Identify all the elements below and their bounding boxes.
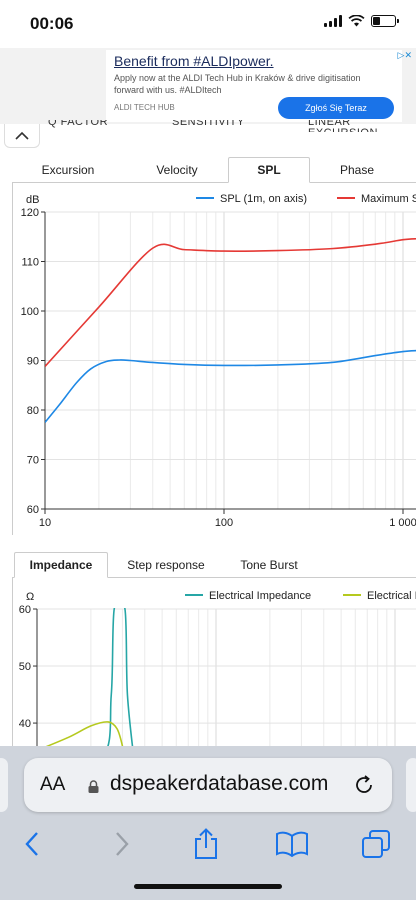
tab-spl[interactable]: SPL	[228, 157, 310, 183]
chevron-right-icon	[116, 832, 129, 856]
share-icon	[195, 828, 217, 859]
y-axis-label: Ω	[26, 591, 34, 603]
battery-icon	[371, 15, 399, 27]
y-tick-label: 110	[21, 257, 39, 269]
spec-header-linear-excursion: LINEAR EXCURSION	[308, 120, 377, 132]
series-line-electrical-inductance	[37, 721, 126, 764]
tab-excursion[interactable]: Excursion	[41, 163, 95, 177]
y-tick-label: 60	[27, 504, 39, 516]
bookmarks-button[interactable]	[272, 824, 312, 864]
series-line-spl-1m-on-axis	[45, 349, 416, 423]
ad-headline[interactable]: Benefit from #ALDIpower.	[114, 53, 274, 69]
lock-icon	[88, 780, 99, 793]
tab-impedance[interactable]: Impedance	[14, 552, 108, 578]
y-tick-label: 40	[19, 718, 31, 730]
book-icon	[276, 831, 308, 857]
chart-tabs: Excursion Velocity SPL Phase	[12, 157, 416, 183]
tab-velocity[interactable]: Velocity	[156, 163, 198, 177]
previous-tab-edge[interactable]	[0, 758, 8, 812]
share-button[interactable]	[186, 824, 226, 864]
ad-content[interactable]: Benefit from #ALDIpower. Apply now at th…	[106, 50, 402, 122]
spec-header-row: Q FACTOR SENSITIVITY LINEAR EXCURSION	[0, 120, 416, 132]
ad-brand: ALDI TECH HUB	[114, 103, 175, 112]
ad-banner[interactable]: Benefit from #ALDIpower. Apply now at th…	[0, 48, 416, 124]
status-time: 00:06	[30, 14, 74, 33]
response-tabs: Impedance Step response Tone Burst	[12, 552, 416, 578]
status-bar: 00:06	[0, 0, 416, 48]
back-button[interactable]	[12, 824, 52, 864]
y-tick-label: 120	[21, 207, 39, 219]
legend-label: Maximum SPL	[361, 193, 416, 205]
legend-label: Electrical Impedance	[209, 590, 311, 602]
reload-icon[interactable]	[353, 774, 375, 796]
legend-label: SPL (1m, on axis)	[220, 193, 307, 205]
wifi-icon	[348, 15, 365, 27]
y-tick-label: 90	[27, 356, 39, 368]
status-icons	[324, 15, 399, 27]
ad-cta-button[interactable]: Zgłoś Się Teraz	[278, 97, 394, 119]
ad-description: Apply now at the ALDI Tech Hub in Kraków…	[114, 73, 361, 95]
tab-phase[interactable]: Phase	[339, 163, 375, 177]
y-tick-label: 70	[27, 455, 39, 467]
reader-aa-button[interactable]: AA	[40, 774, 66, 795]
x-tick-label: 1 000	[389, 517, 416, 529]
url-text[interactable]: dspeakerdatabase.com	[110, 772, 329, 795]
spec-header-sensitivity: SENSITIVITY	[172, 120, 245, 128]
y-tick-label: 80	[27, 405, 39, 417]
series-line-electrical-impedance	[37, 608, 136, 764]
address-bar[interactable]: AA dspeakerdatabase.com	[24, 758, 392, 812]
x-tick-label: 100	[215, 517, 233, 529]
tab-step-response[interactable]: Step response	[127, 558, 205, 572]
y-tick-label: 100	[21, 306, 39, 318]
legend-label: Electrical Inductance	[367, 590, 416, 602]
browser-toolbar	[0, 824, 416, 864]
tab-tone-burst[interactable]: Tone Burst	[240, 558, 298, 572]
impedance-chart: 40 50 60Ω Electrical Impedance Electrical I…	[19, 590, 416, 764]
tabs-button[interactable]	[356, 824, 396, 864]
home-indicator	[134, 884, 282, 889]
y-tick-label: 50	[19, 661, 31, 673]
cellular-signal-icon	[324, 15, 342, 27]
x-tick-label: 10	[39, 517, 51, 529]
tabs-icon	[362, 830, 390, 858]
ad-choices-icon[interactable]: ▷✕	[397, 50, 412, 60]
impedance-chart-panel: 40 50 60Ω Electrical Impedance Electrical I…	[12, 578, 416, 764]
series-line-maximum-spl	[45, 237, 416, 367]
browser-chrome: AA dspeakerdatabase.com	[0, 746, 416, 900]
spec-header-q-factor: Q FACTOR	[48, 120, 109, 128]
chevron-up-icon	[15, 131, 29, 140]
forward-button[interactable]	[102, 824, 142, 864]
next-tab-edge[interactable]	[406, 758, 416, 812]
chevron-left-icon	[25, 832, 38, 856]
ad-collapse-button[interactable]	[4, 124, 40, 148]
y-axis-label: dB	[26, 194, 39, 206]
spl-chart-panel: 60 70 80 90 100 110 120 dB 10 100 1 000 SPL (1m, o…	[12, 183, 416, 535]
y-tick-label: 60	[19, 604, 31, 616]
